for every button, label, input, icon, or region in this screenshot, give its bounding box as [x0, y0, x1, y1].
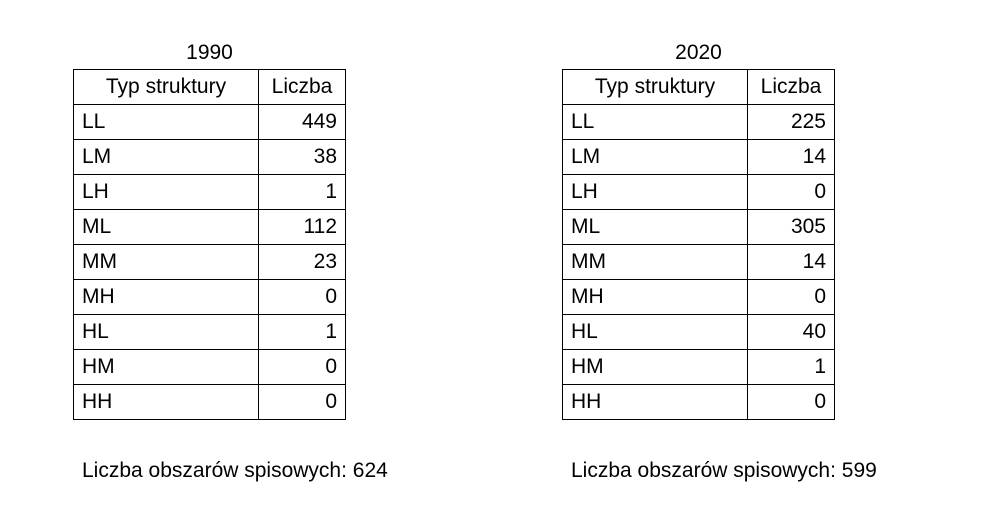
table-row: MM 14 — [562, 244, 835, 280]
table-panel-1990: 1990 Typ struktury Liczba LL 449 LM 38 LH 1… — [73, 36, 346, 420]
cell-count: 14 — [747, 244, 835, 280]
cell-type: MM — [73, 244, 259, 280]
cell-count: 1 — [258, 314, 346, 350]
cell-count: 0 — [747, 384, 835, 420]
cell-type: LH — [562, 174, 748, 210]
table-row: MH 0 — [562, 279, 835, 315]
cell-count: 112 — [258, 209, 346, 245]
table-row: LM 14 — [562, 139, 835, 175]
table-header-row: Typ struktury Liczba — [73, 69, 346, 105]
table-row: LL 225 — [562, 104, 835, 140]
table-row: MH 0 — [73, 279, 346, 315]
cell-type: MM — [562, 244, 748, 280]
cell-count: 40 — [747, 314, 835, 350]
cell-count: 38 — [258, 139, 346, 175]
table-row: ML 305 — [562, 209, 835, 245]
structure-table: Typ struktury Liczba LL 449 LM 38 LH 1 ML 11… — [73, 69, 346, 420]
table-panel-2020: 2020 Typ struktury Liczba LL 225 LM 14 LH 0… — [562, 36, 835, 420]
cell-type: HH — [73, 384, 259, 420]
cell-count: 0 — [258, 384, 346, 420]
cell-type: ML — [562, 209, 748, 245]
census-area-count-2020: Liczba obszarów spisowych: 599 — [571, 459, 877, 482]
cell-count: 305 — [747, 209, 835, 245]
table-header-row: Typ struktury Liczba — [562, 69, 835, 105]
table-title: 2020 — [675, 41, 722, 64]
cell-count: 1 — [747, 349, 835, 385]
cell-count: 0 — [258, 279, 346, 315]
column-header-type: Typ struktury — [562, 69, 748, 105]
census-area-count-1990: Liczba obszarów spisowych: 624 — [82, 459, 388, 482]
cell-count: 1 — [258, 174, 346, 210]
cell-type: HL — [73, 314, 259, 350]
cell-type: MH — [562, 279, 748, 315]
cell-count: 449 — [258, 104, 346, 140]
cell-type: LM — [562, 139, 748, 175]
cell-count: 0 — [258, 349, 346, 385]
cell-type: ML — [73, 209, 259, 245]
table-row: HH 0 — [73, 384, 346, 420]
cell-type: MH — [73, 279, 259, 315]
table-row: MM 23 — [73, 244, 346, 280]
cell-type: HL — [562, 314, 748, 350]
column-header-count: Liczba — [747, 69, 835, 105]
table-row: LL 449 — [73, 104, 346, 140]
cell-count: 225 — [747, 104, 835, 140]
cell-type: LH — [73, 174, 259, 210]
cell-type: LM — [73, 139, 259, 175]
table-row: LH 1 — [73, 174, 346, 210]
cell-type: HM — [562, 349, 748, 385]
table-row: LH 0 — [562, 174, 835, 210]
cell-count: 0 — [747, 279, 835, 315]
cell-count: 23 — [258, 244, 346, 280]
table-row: HL 40 — [562, 314, 835, 350]
cell-type: LL — [562, 104, 748, 140]
table-row: ML 112 — [73, 209, 346, 245]
table-title: 1990 — [186, 41, 233, 64]
table-row: HH 0 — [562, 384, 835, 420]
table-row: HL 1 — [73, 314, 346, 350]
cell-type: LL — [73, 104, 259, 140]
cell-count: 0 — [747, 174, 835, 210]
cell-type: HH — [562, 384, 748, 420]
table-row: LM 38 — [73, 139, 346, 175]
column-header-type: Typ struktury — [73, 69, 259, 105]
cell-type: HM — [73, 349, 259, 385]
table-row: HM 1 — [562, 349, 835, 385]
table-row: HM 0 — [73, 349, 346, 385]
cell-count: 14 — [747, 139, 835, 175]
column-header-count: Liczba — [258, 69, 346, 105]
structure-table: Typ struktury Liczba LL 225 LM 14 LH 0 ML 30… — [562, 69, 835, 420]
